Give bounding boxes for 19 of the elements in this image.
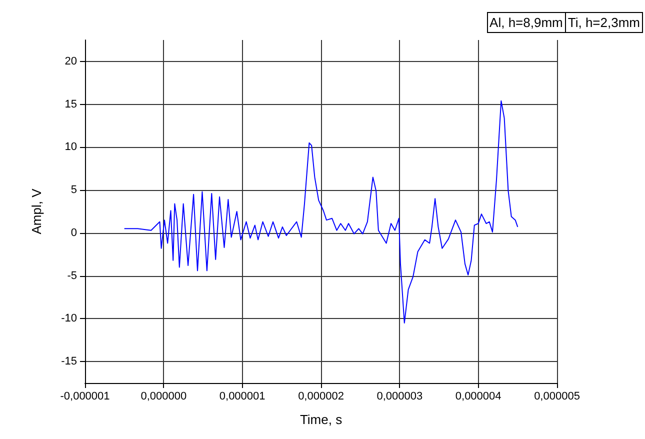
y-tick-label: 15 — [64, 98, 77, 110]
y-axis-title: Ampl, V — [29, 188, 44, 234]
y-tick-label: 0 — [70, 226, 77, 239]
x-tick-label: 0,000000 — [140, 390, 187, 402]
x-axis-title: Time, s — [300, 412, 343, 427]
text: Al, h=8,9mm — [486, 12, 566, 33]
y-tick-label: 5 — [70, 184, 77, 196]
x-tick-label: 0,000002 — [298, 390, 344, 402]
x-tick-label: 0,000003 — [376, 390, 423, 402]
y-tick-label: 20 — [64, 55, 77, 68]
x-tick-label: -0,000001 — [60, 390, 110, 402]
text: Ti, h=2,3mm — [566, 12, 643, 33]
x-tick-label: 0,000005 — [534, 390, 580, 402]
y-tick-label: -15 — [61, 356, 77, 368]
y-tick-label: -10 — [61, 312, 77, 325]
y-tick-label: 10 — [64, 141, 77, 154]
y-tick-label: -5 — [67, 270, 77, 282]
x-tick-label: 0,000004 — [455, 390, 502, 402]
x-tick-label: 0,000001 — [219, 390, 266, 402]
